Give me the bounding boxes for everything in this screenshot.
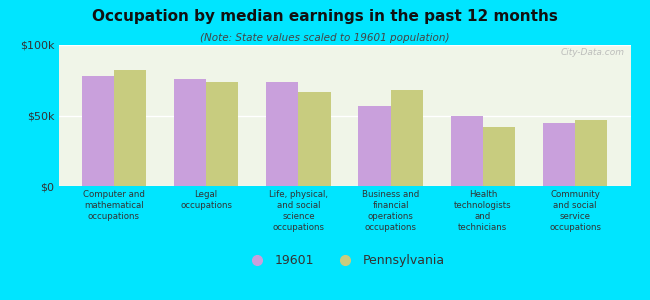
Bar — [298, 92, 331, 186]
Bar — [543, 122, 575, 186]
Text: City-Data.com: City-Data.com — [561, 48, 625, 57]
Bar — [450, 116, 483, 186]
Bar — [358, 106, 391, 186]
Bar — [81, 76, 114, 186]
Bar — [206, 82, 239, 186]
Bar — [575, 120, 608, 186]
Bar — [266, 82, 298, 186]
Text: Occupation by median earnings in the past 12 months: Occupation by median earnings in the pas… — [92, 9, 558, 24]
Bar — [483, 127, 515, 186]
Bar — [174, 79, 206, 186]
Bar — [114, 70, 146, 186]
Bar — [391, 90, 423, 186]
Text: (Note: State values scaled to 19601 population): (Note: State values scaled to 19601 popu… — [200, 33, 450, 43]
Legend: 19601, Pennsylvania: 19601, Pennsylvania — [244, 254, 445, 267]
